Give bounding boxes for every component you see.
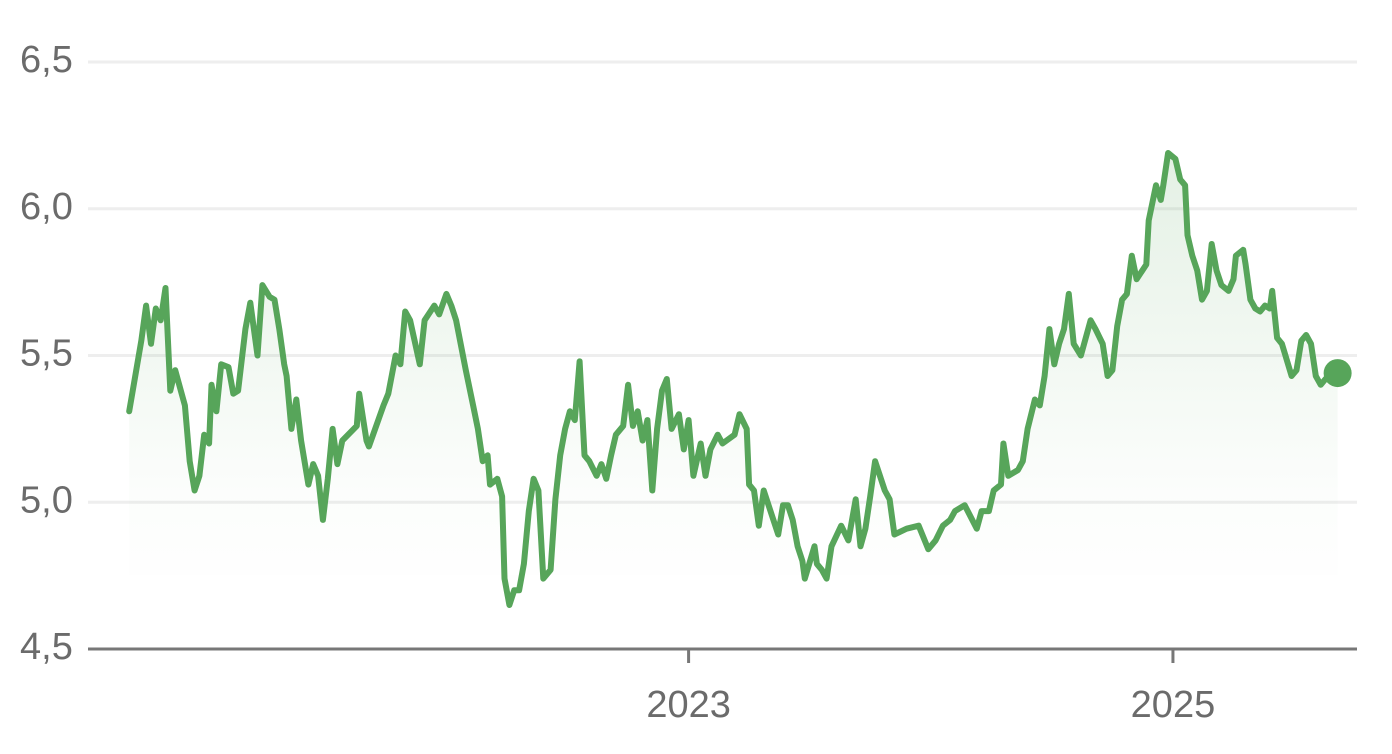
y-tick-label: 6,0 xyxy=(20,186,73,228)
last-point xyxy=(1323,359,1352,388)
y-tick-label: 5,0 xyxy=(20,479,73,521)
y-tick-label: 4,5 xyxy=(20,626,73,668)
line xyxy=(126,150,1341,608)
x-tick-label: 2023 xyxy=(646,684,731,726)
y-tick-label: 6,5 xyxy=(20,39,73,81)
x-tick-label: 2025 xyxy=(1131,684,1216,726)
y-tick-label: 5,5 xyxy=(20,333,73,375)
area xyxy=(129,153,1338,605)
